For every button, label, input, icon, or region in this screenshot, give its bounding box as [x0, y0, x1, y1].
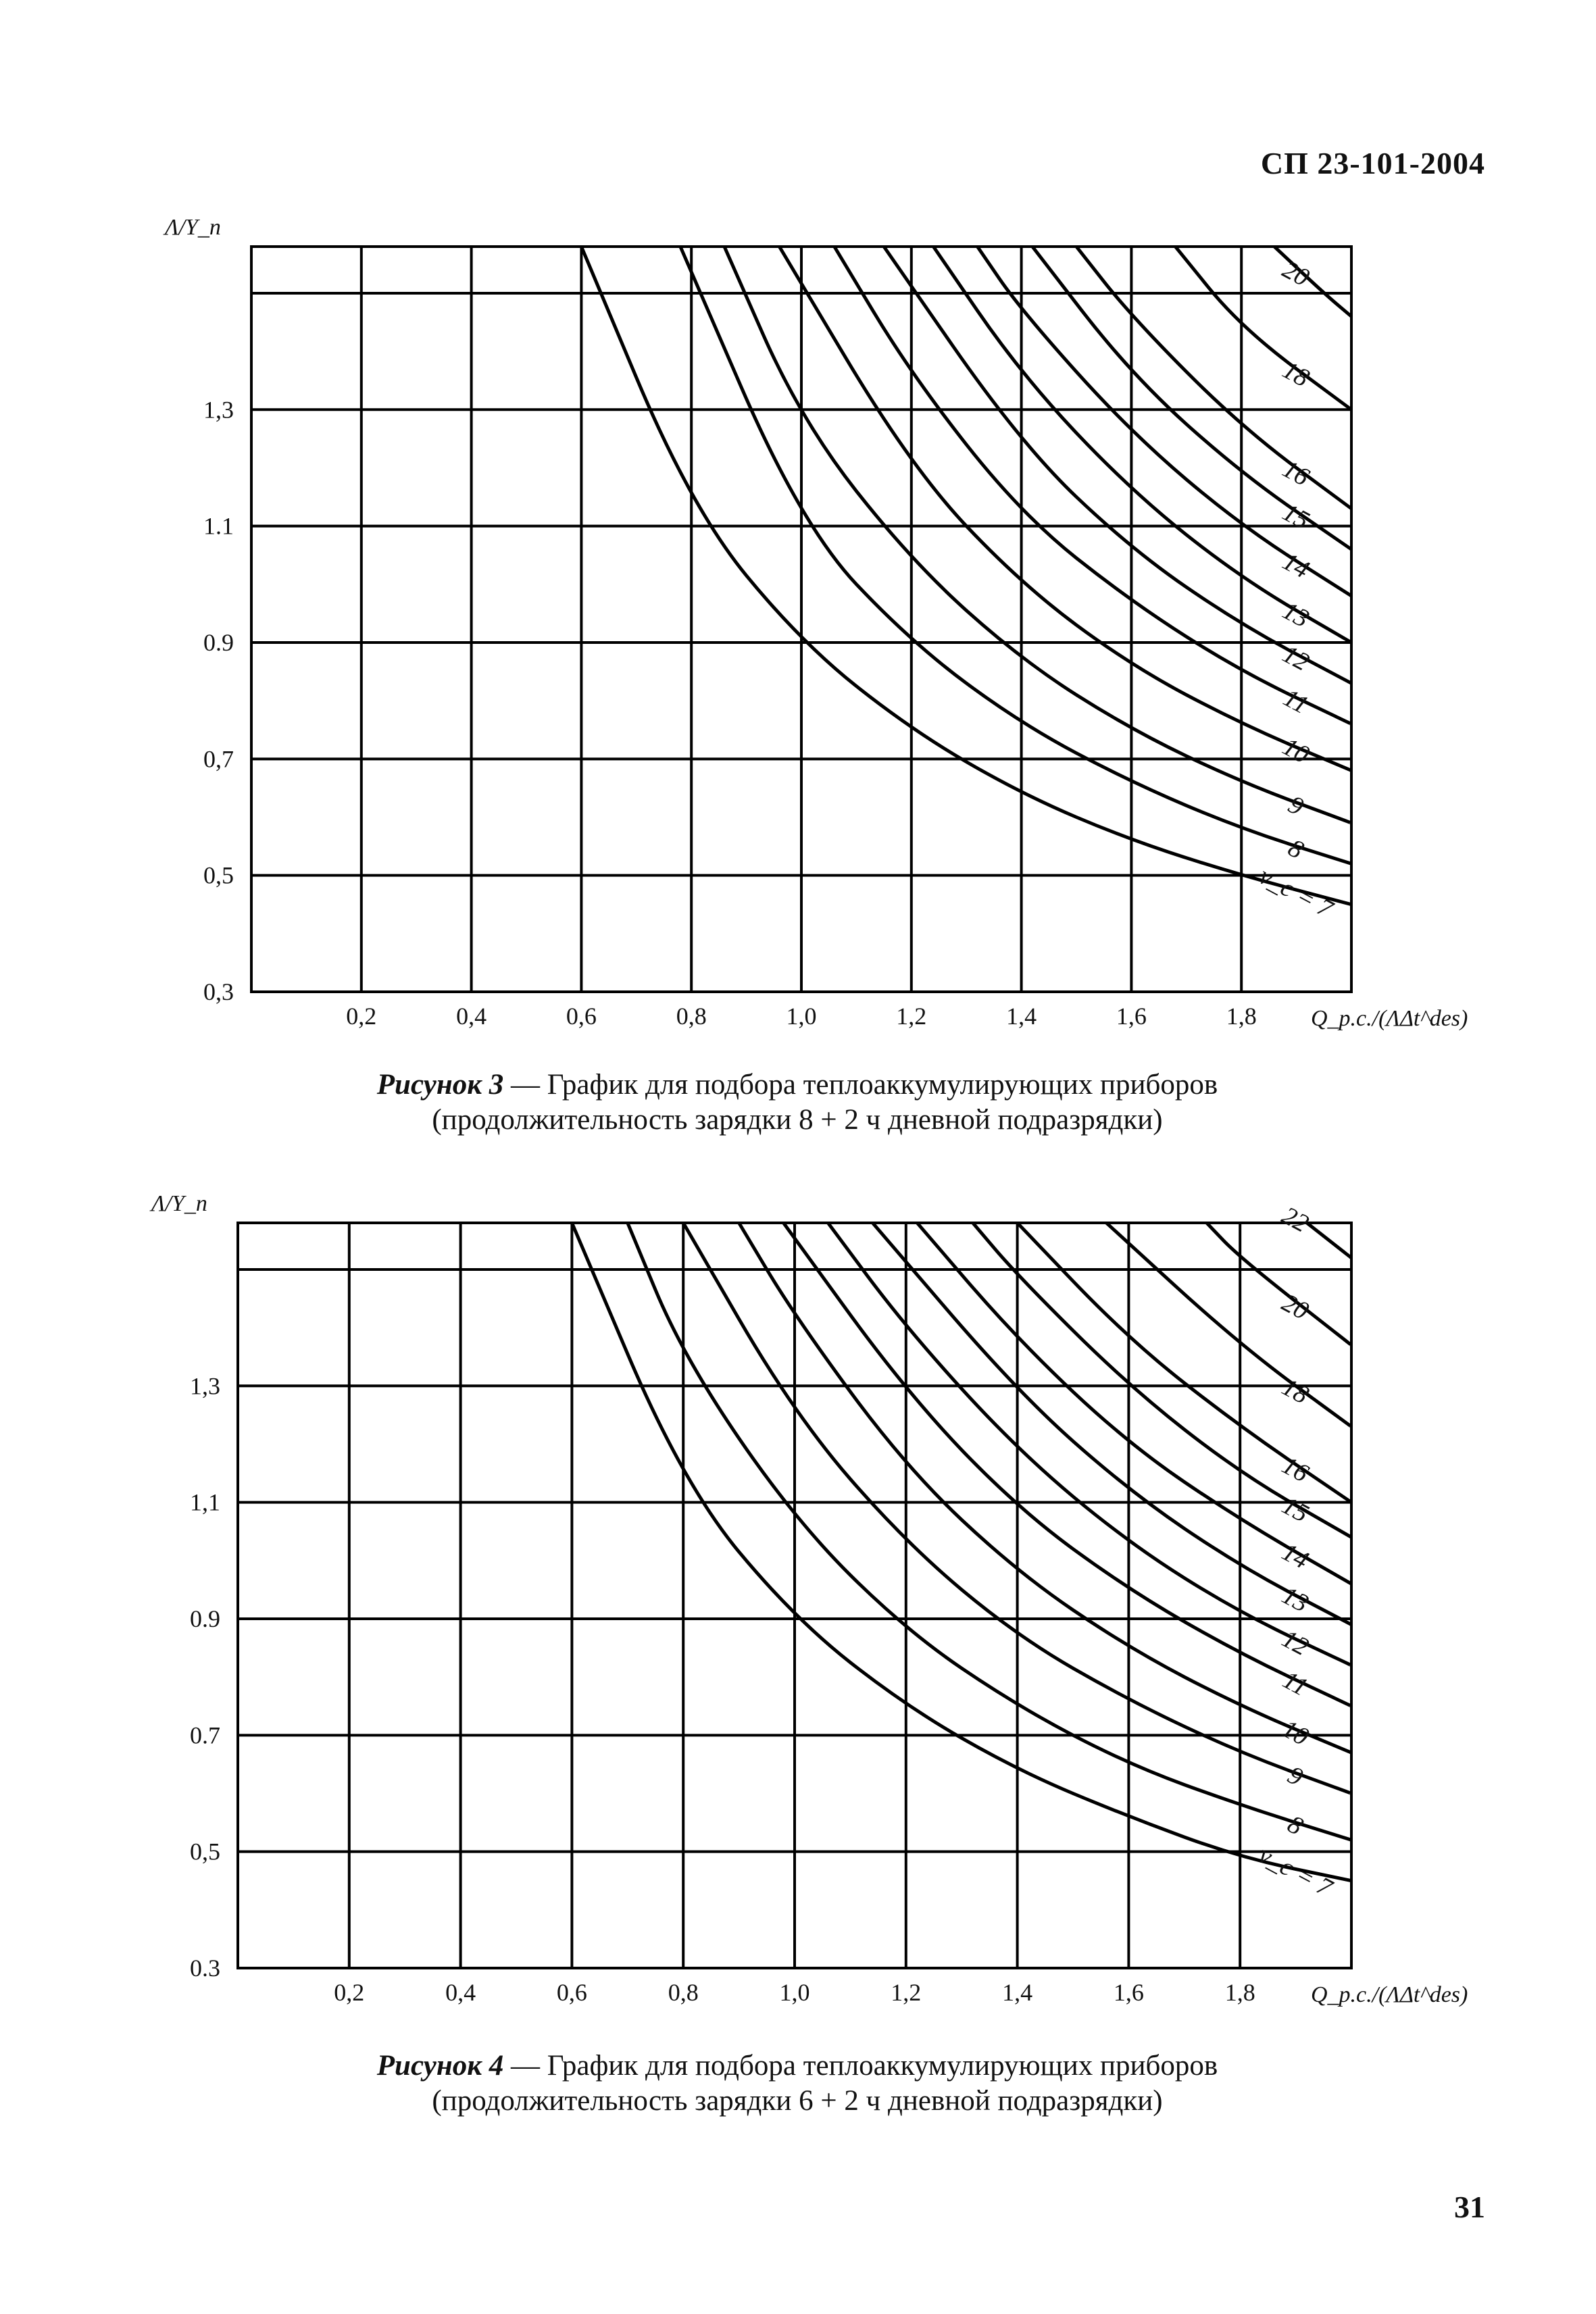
curve-12 [826, 1223, 1351, 1667]
chart-figure-3: 0,2 0,4 0,6 0,8 1,0 1,2 1,4 1,6 1,8 0,3 0,5 0,7 0.9 1… [163, 215, 1468, 1031]
curves-group [580, 247, 1351, 907]
page-header: СП 23-101-2004 [1260, 146, 1485, 180]
curve-11 [782, 1223, 1351, 1708]
x-tick-label: 1,8 [1226, 1003, 1257, 1030]
x-tick-label: 1,2 [896, 1003, 926, 1030]
curve-18 [1174, 247, 1351, 411]
y-tick-label: 0,3 [203, 978, 234, 1005]
curve-18 [1105, 1223, 1351, 1428]
curve-label: 12 [1277, 1624, 1313, 1661]
y-tick-label: 1,3 [190, 1372, 220, 1399]
y-tick-label: 0.3 [190, 1955, 220, 1982]
y-axis-label: Λ/Y_n [163, 215, 221, 240]
x-tick-label: 0,4 [456, 1003, 487, 1030]
x-axis-label: Q_p.c./(ΛΔt^des) [1311, 1006, 1468, 1031]
curve-16 [1075, 247, 1351, 511]
curve-20 [1273, 247, 1351, 318]
curves-group [570, 1223, 1351, 1883]
figure-4-label: Рисунок 4 [376, 2050, 504, 2082]
curve-label: 20 [1277, 1288, 1313, 1326]
curve-c7 [570, 1223, 1351, 1883]
curve-c7 [580, 247, 1351, 907]
x-tick-label: 1,0 [780, 1979, 810, 2006]
y-tick-label: 0.9 [203, 629, 234, 656]
figure-4-caption: Рисунок 4 — График для подбора теплоакку… [257, 2048, 1338, 2119]
curve-12 [882, 247, 1351, 685]
curve-9 [722, 247, 1351, 825]
x-tick-label: 0,6 [566, 1003, 597, 1030]
figure-4-subtitle: (продолжительность зарядки 6 + 2 ч дневн… [432, 2085, 1163, 2117]
curve-8 [678, 247, 1351, 865]
figure-3-label: Рисунок 3 [376, 1069, 504, 1101]
curve-label: 13 [1277, 1581, 1313, 1618]
x-tick-label: 1,0 [787, 1003, 817, 1030]
curve-10 [737, 1223, 1351, 1755]
x-tick-label: 1,2 [891, 1979, 921, 2006]
figure-3-title: — График для подбора теплоаккумулирующих… [503, 1069, 1218, 1101]
curve-13 [871, 1223, 1351, 1626]
curve-label: 22 [1277, 1201, 1313, 1238]
curve-10 [778, 247, 1351, 773]
y-tick-label: 0,5 [190, 1838, 220, 1865]
y-tick-label: 1,3 [203, 396, 234, 423]
curve-label: ν_c = 7 [1255, 861, 1339, 924]
curve-9 [682, 1223, 1351, 1795]
y-tick-label: 1.1 [203, 513, 234, 540]
curve-label: 10 [1278, 732, 1314, 770]
y-tick-label: 0.9 [190, 1605, 220, 1632]
curve-label: 11 [1278, 684, 1313, 720]
curve-label: 18 [1278, 355, 1314, 393]
page-number: 31 [1454, 2190, 1485, 2224]
x-tick-label: 0,2 [346, 1003, 376, 1030]
figure-4-title: — График для подбора теплоаккумулирующих… [503, 2050, 1218, 2082]
curve-14 [916, 1223, 1351, 1586]
x-tick-label: 1,8 [1225, 1979, 1255, 2006]
x-tick-label: 0,4 [445, 1979, 476, 2006]
y-tick-label: 0,5 [203, 862, 234, 889]
x-tick-label: 1,6 [1116, 1003, 1147, 1030]
x-tick-label: 1,4 [1002, 1979, 1032, 2006]
figure-3-subtitle: (продолжительность зарядки 8 + 2 ч дневн… [432, 1104, 1163, 1136]
x-tick-label: 0,8 [676, 1003, 707, 1030]
curve-label: 10 [1277, 1714, 1313, 1751]
curve-14 [976, 247, 1351, 598]
x-tick-label: 0,2 [334, 1979, 364, 2006]
x-tick-label: 1,6 [1114, 1979, 1144, 2006]
plot-frame [250, 245, 1353, 993]
y-tick-label: 1,1 [190, 1489, 220, 1516]
plot-frame [236, 1222, 1353, 1969]
curve-22 [1305, 1223, 1351, 1260]
y-tick-label: 0,7 [203, 745, 234, 772]
x-tick-label: 1,4 [1006, 1003, 1037, 1030]
y-tick-label: 0.7 [190, 1721, 220, 1749]
curve-label: 20 [1278, 255, 1314, 293]
x-tick-label: 0,6 [557, 1979, 587, 2006]
curve-13 [932, 247, 1351, 645]
x-tick-label: 0,8 [668, 1979, 699, 2006]
chart-figure-4: 0,2 0,4 0,6 0,8 1,0 1,2 1,4 1,6 1,8 0.3 0,5 0.7 0.9 1… [149, 1191, 1468, 2007]
curve-11 [832, 247, 1351, 726]
curve-15 [1030, 247, 1351, 551]
figure-3-caption: Рисунок 3 — График для подбора теплоакку… [257, 1067, 1338, 1138]
x-axis-label: Q_p.c./(ΛΔt^des) [1311, 1982, 1468, 2007]
curve-20 [1205, 1223, 1351, 1347]
curve-label: 11 [1278, 1665, 1313, 1702]
curve-label: 16 [1278, 455, 1314, 492]
y-axis-label: Λ/Y_n [149, 1191, 207, 1216]
curve-8 [626, 1223, 1351, 1842]
curve-16 [1016, 1223, 1351, 1504]
curve-label: ν_c = 7 [1254, 1840, 1338, 1903]
curve-15 [971, 1223, 1351, 1539]
